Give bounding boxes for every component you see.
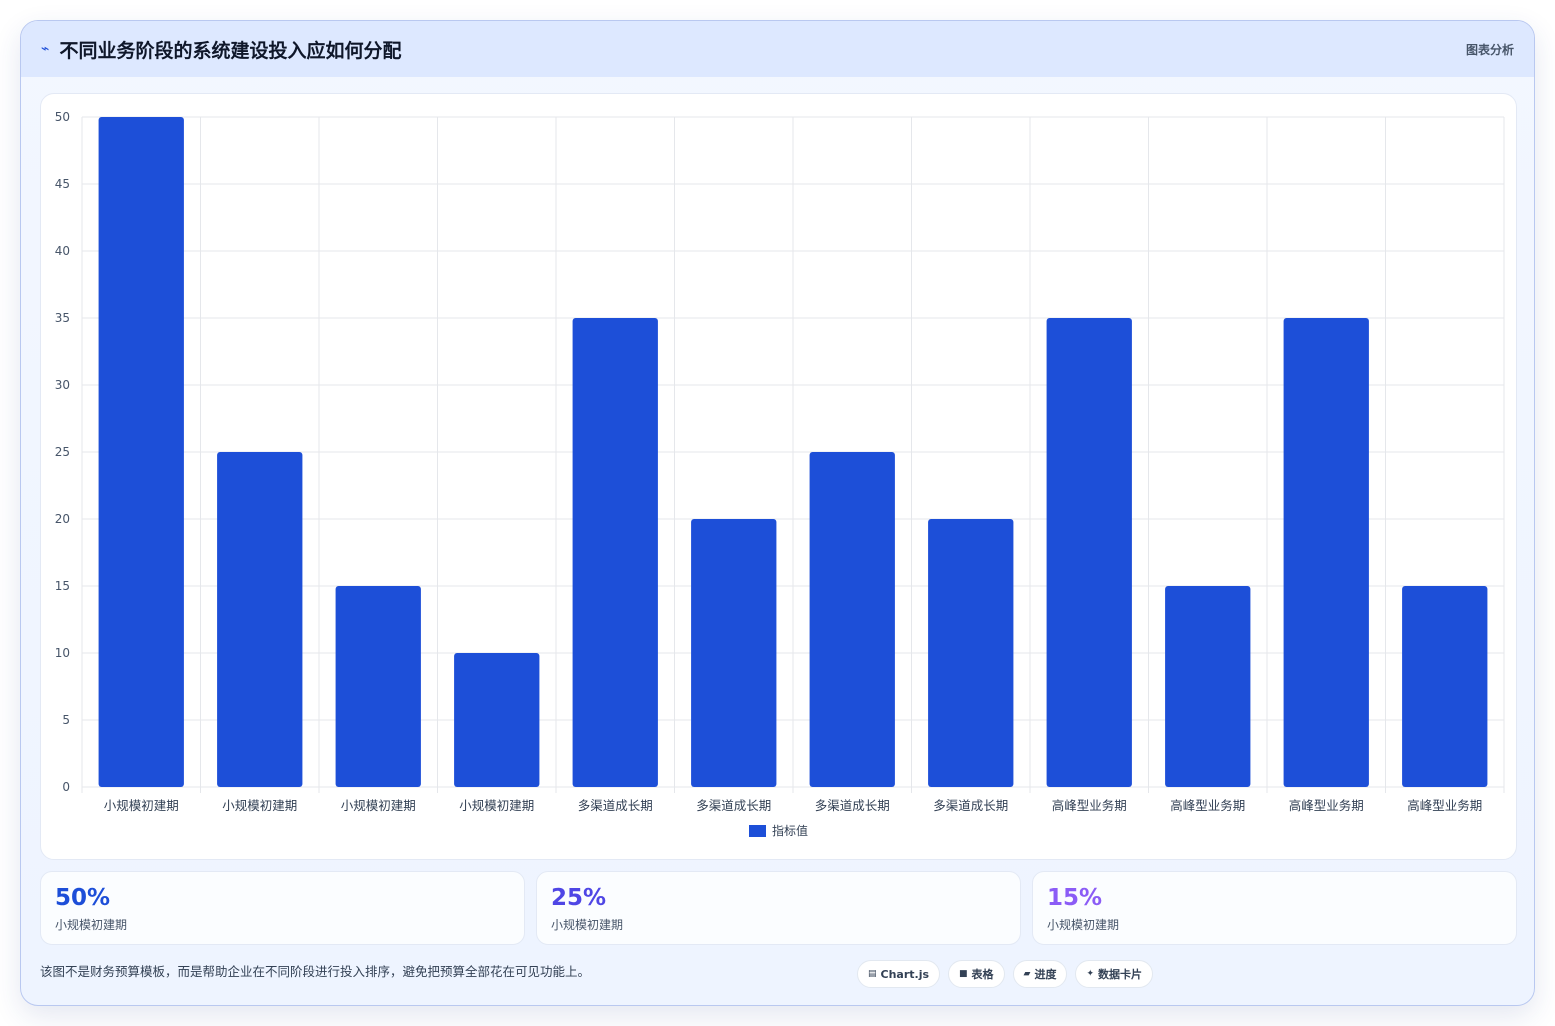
chip-progress[interactable]: ▰ 进度 xyxy=(1012,960,1068,988)
bar xyxy=(335,586,421,787)
bar xyxy=(1165,586,1251,787)
chip-table[interactable]: ■ 表格 xyxy=(948,960,1005,988)
x-tick-label: 小规模初建期 xyxy=(222,798,297,813)
x-tick-label: 高峰型业务期 xyxy=(1407,798,1482,813)
stat-card: 25% 小规模初建期 xyxy=(536,871,1021,945)
x-tick-label: 多渠道成长期 xyxy=(696,798,771,813)
y-tick-label: 30 xyxy=(55,378,70,392)
title-group: ⌁ 不同业务阶段的系统建设投入应如何分配 xyxy=(41,36,401,63)
bar xyxy=(691,519,777,787)
chip-label: 进度 xyxy=(1034,968,1057,981)
progress-icon: ▰ xyxy=(1023,969,1031,979)
chip-group: ▤ Chart.js ■ 表格 ▰ 进度 ✦ 数据卡片 xyxy=(857,960,1154,988)
x-tick-label: 多渠道成长期 xyxy=(578,798,653,813)
stat-value: 15% xyxy=(1047,885,1103,911)
stat-value: 25% xyxy=(551,885,607,911)
x-tick-label: 多渠道成长期 xyxy=(933,798,1008,813)
y-tick-label: 5 xyxy=(62,713,70,727)
chart-card: ⌁ 不同业务阶段的系统建设投入应如何分配 图表分析 0 5 10 15 20 25 30 35… xyxy=(20,20,1535,1006)
y-tick-label: 10 xyxy=(55,646,70,660)
y-tick-label: 35 xyxy=(55,311,70,325)
y-tick-label: 50 xyxy=(55,110,70,124)
bar xyxy=(1046,318,1132,787)
stat-label: 小规模初建期 xyxy=(551,918,624,932)
legend-swatch xyxy=(749,825,766,837)
x-tick-label: 小规模初建期 xyxy=(104,798,179,813)
x-tick-label: 小规模初建期 xyxy=(341,798,416,813)
chart-title: 不同业务阶段的系统建设投入应如何分配 xyxy=(59,39,402,62)
bar xyxy=(1283,318,1369,787)
chart-icon: ▤ xyxy=(868,969,877,979)
x-tick-label: 多渠道成长期 xyxy=(815,798,890,813)
chart-analysis-tag: 图表分析 xyxy=(1465,42,1514,57)
x-tick-label: 高峰型业务期 xyxy=(1170,798,1245,813)
bar xyxy=(809,452,895,787)
stat-row: 50% 小规模初建期 25% 小规模初建期 15% 小规模初建期 xyxy=(40,871,1517,945)
y-tick-label: 15 xyxy=(55,579,70,593)
y-tick-label: 40 xyxy=(55,244,70,258)
trend-icon: ⌁ xyxy=(41,41,50,57)
x-tick-label: 小规模初建期 xyxy=(459,798,534,813)
y-tick-label: 45 xyxy=(55,177,70,191)
stat-label: 小规模初建期 xyxy=(1047,918,1120,932)
chip-label: Chart.js xyxy=(880,967,930,981)
stat-value: 50% xyxy=(55,885,111,911)
bar xyxy=(217,452,303,787)
y-tick-label: 25 xyxy=(55,445,70,459)
chip-label: 表格 xyxy=(971,968,994,981)
bar xyxy=(572,318,658,787)
bar xyxy=(454,653,540,787)
stat-card: 50% 小规模初建期 xyxy=(40,871,525,945)
legend-label: 指标值 xyxy=(772,823,808,838)
x-tick-label: 高峰型业务期 xyxy=(1289,798,1364,813)
card-header: ⌁ 不同业务阶段的系统建设投入应如何分配 图表分析 xyxy=(21,21,1534,77)
x-tick-label: 高峰型业务期 xyxy=(1052,798,1127,813)
chart-panel: 0 5 10 15 20 25 30 35 40 45 50 小规模初建期 小规模初建期 小规模初建期 小规… xyxy=(40,93,1517,860)
stat-label: 小规模初建期 xyxy=(55,918,128,932)
chip-chartjs[interactable]: ▤ Chart.js xyxy=(857,960,941,988)
bar xyxy=(928,519,1014,787)
table-icon: ■ xyxy=(959,969,968,979)
footer: 该图不是财务预算模板，而是帮助企业在不同阶段进行投入排序，避免把预算全部花在可见… xyxy=(40,958,1517,994)
bar-chart: 0 5 10 15 20 25 30 35 40 45 50 小规模初建期 小规模初建期 小规模初建期 小规… xyxy=(55,110,1505,838)
bar xyxy=(1402,586,1488,787)
chip-data-card[interactable]: ✦ 数据卡片 xyxy=(1075,960,1154,988)
stat-card: 15% 小规模初建期 xyxy=(1032,871,1517,945)
card-icon: ✦ xyxy=(1086,969,1095,979)
chip-label: 数据卡片 xyxy=(1098,968,1143,981)
footer-note: 该图不是财务预算模板，而是帮助企业在不同阶段进行投入排序，避免把预算全部花在可见… xyxy=(40,964,591,979)
bar xyxy=(98,117,184,787)
y-tick-label: 0 xyxy=(62,780,70,794)
y-tick-label: 20 xyxy=(55,512,70,526)
